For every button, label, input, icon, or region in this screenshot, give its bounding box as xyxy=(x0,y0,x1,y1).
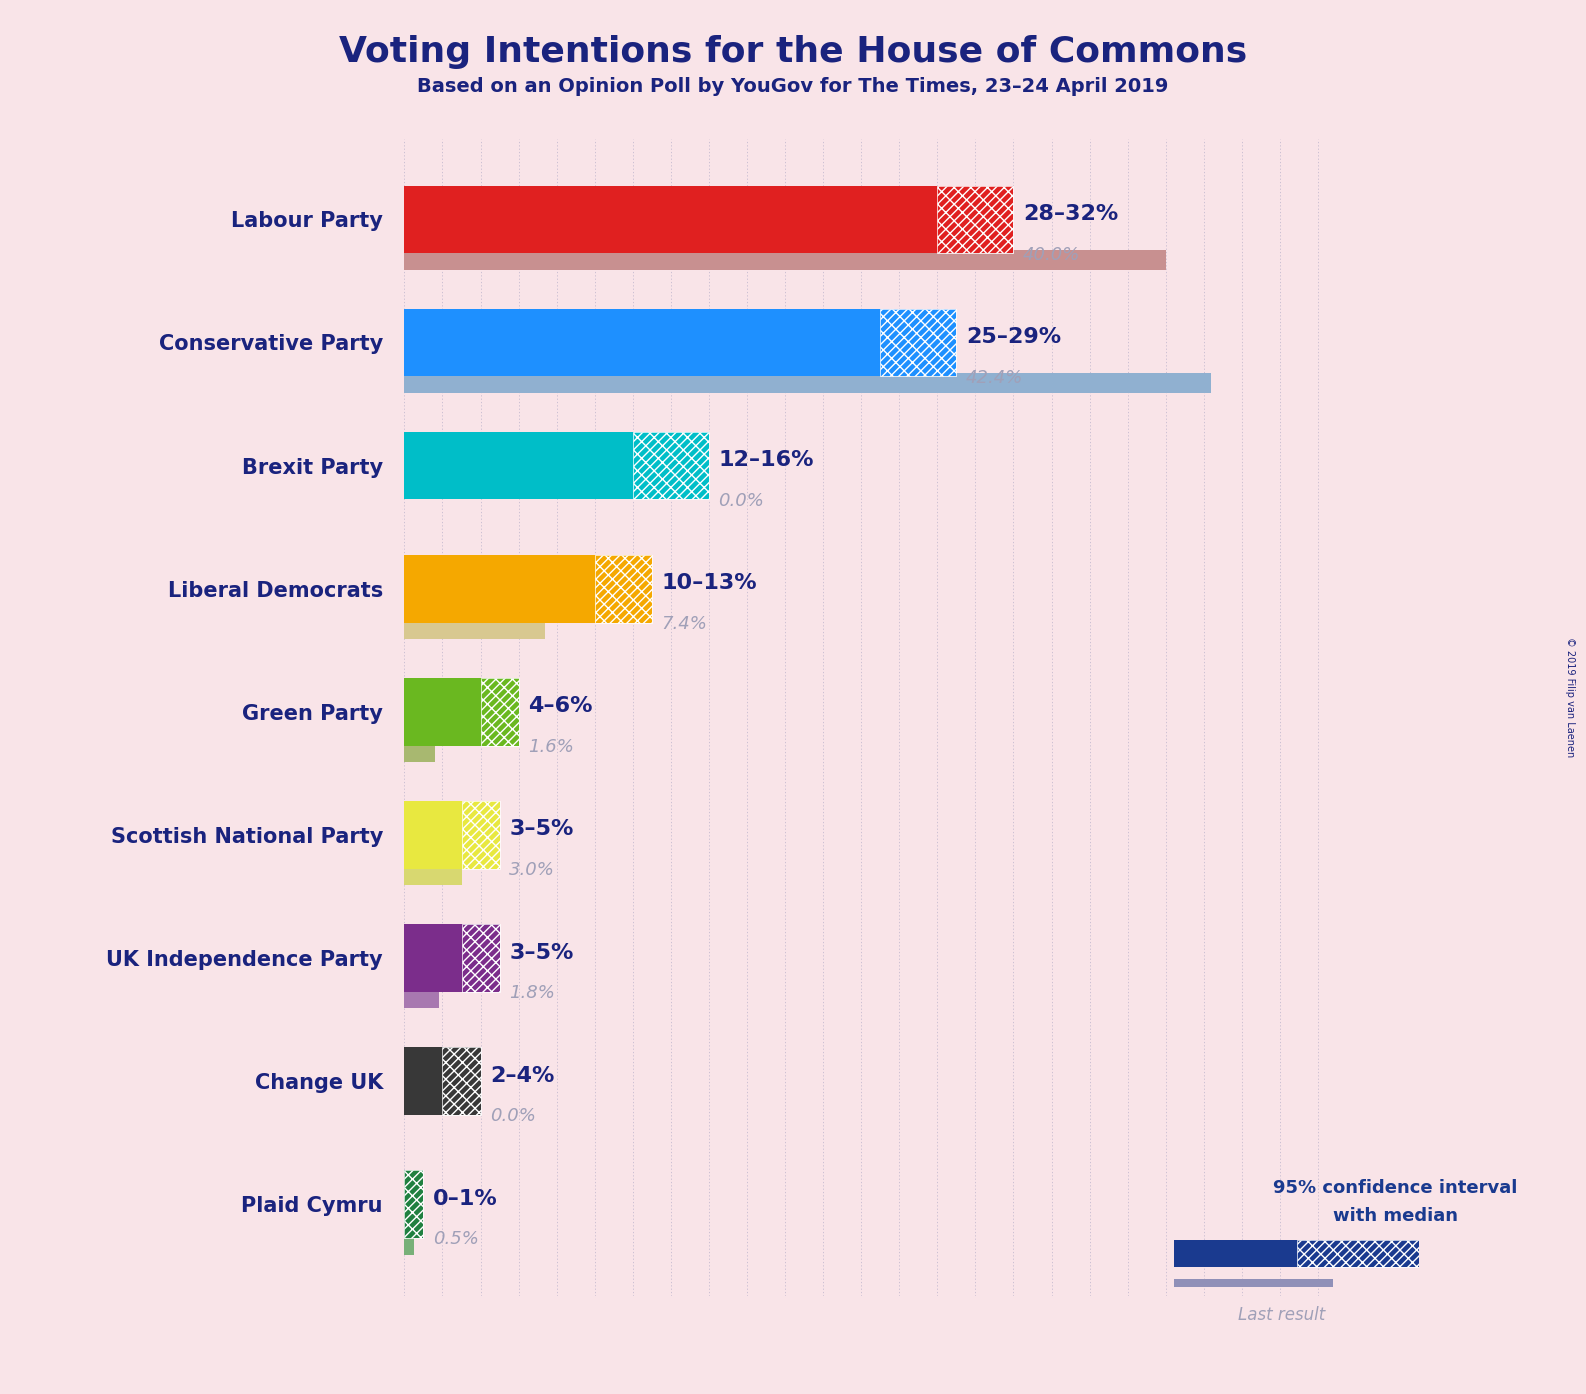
Text: 3–5%: 3–5% xyxy=(509,942,574,962)
Bar xyxy=(404,432,633,499)
Text: 25–29%: 25–29% xyxy=(966,328,1061,347)
Bar xyxy=(937,185,1013,254)
Bar xyxy=(404,1170,423,1238)
Bar xyxy=(880,308,956,376)
Bar xyxy=(404,185,937,254)
Bar xyxy=(404,677,481,746)
Bar xyxy=(442,1047,481,1115)
Bar xyxy=(404,250,1166,270)
Text: 0–1%: 0–1% xyxy=(433,1189,498,1209)
Text: 12–16%: 12–16% xyxy=(718,450,814,470)
Text: 1.8%: 1.8% xyxy=(509,984,555,1002)
Bar xyxy=(633,432,709,499)
Text: Based on an Opinion Poll by YouGov for The Times, 23–24 April 2019: Based on an Opinion Poll by YouGov for T… xyxy=(417,77,1169,96)
Bar xyxy=(937,185,1013,254)
Bar xyxy=(404,1170,423,1238)
Bar xyxy=(404,1047,442,1115)
Text: 2–4%: 2–4% xyxy=(490,1065,555,1086)
Text: 0.0%: 0.0% xyxy=(718,492,764,510)
Text: 0.0%: 0.0% xyxy=(490,1107,536,1125)
Bar xyxy=(442,1047,481,1115)
Bar xyxy=(404,988,439,1008)
Bar xyxy=(1174,1280,1334,1288)
Text: © 2019 Filip van Laenen: © 2019 Filip van Laenen xyxy=(1565,637,1575,757)
Bar xyxy=(404,743,435,763)
Text: 3.0%: 3.0% xyxy=(509,861,555,880)
Bar xyxy=(404,924,462,991)
Text: 0.5%: 0.5% xyxy=(433,1231,479,1248)
Text: 95% confidence interval: 95% confidence interval xyxy=(1274,1179,1518,1196)
Bar xyxy=(595,555,652,623)
Text: Voting Intentions for the House of Commons: Voting Intentions for the House of Commo… xyxy=(339,35,1247,68)
Bar xyxy=(462,924,500,991)
Text: 4–6%: 4–6% xyxy=(528,697,593,717)
Bar xyxy=(595,555,652,623)
Bar xyxy=(1296,1239,1419,1267)
Text: 42.4%: 42.4% xyxy=(966,368,1023,386)
Bar xyxy=(462,802,500,868)
Bar xyxy=(404,802,462,868)
Bar xyxy=(404,1235,414,1255)
Text: 40.0%: 40.0% xyxy=(1023,245,1080,263)
Bar xyxy=(462,924,500,991)
Text: 7.4%: 7.4% xyxy=(661,615,707,633)
Text: Last result: Last result xyxy=(1237,1306,1326,1323)
Text: 28–32%: 28–32% xyxy=(1023,204,1118,224)
Bar xyxy=(404,374,1212,393)
Bar xyxy=(404,619,546,638)
Bar xyxy=(1296,1239,1419,1267)
Bar xyxy=(404,308,880,376)
Text: 10–13%: 10–13% xyxy=(661,573,757,594)
Text: 1.6%: 1.6% xyxy=(528,737,574,756)
Bar xyxy=(462,802,500,868)
Bar xyxy=(1174,1239,1296,1267)
Bar xyxy=(481,677,519,746)
Bar xyxy=(633,432,709,499)
Text: 3–5%: 3–5% xyxy=(509,820,574,839)
Bar xyxy=(880,308,956,376)
Bar xyxy=(481,677,519,746)
Text: with median: with median xyxy=(1334,1207,1458,1224)
Bar xyxy=(404,866,462,885)
Bar xyxy=(404,555,595,623)
